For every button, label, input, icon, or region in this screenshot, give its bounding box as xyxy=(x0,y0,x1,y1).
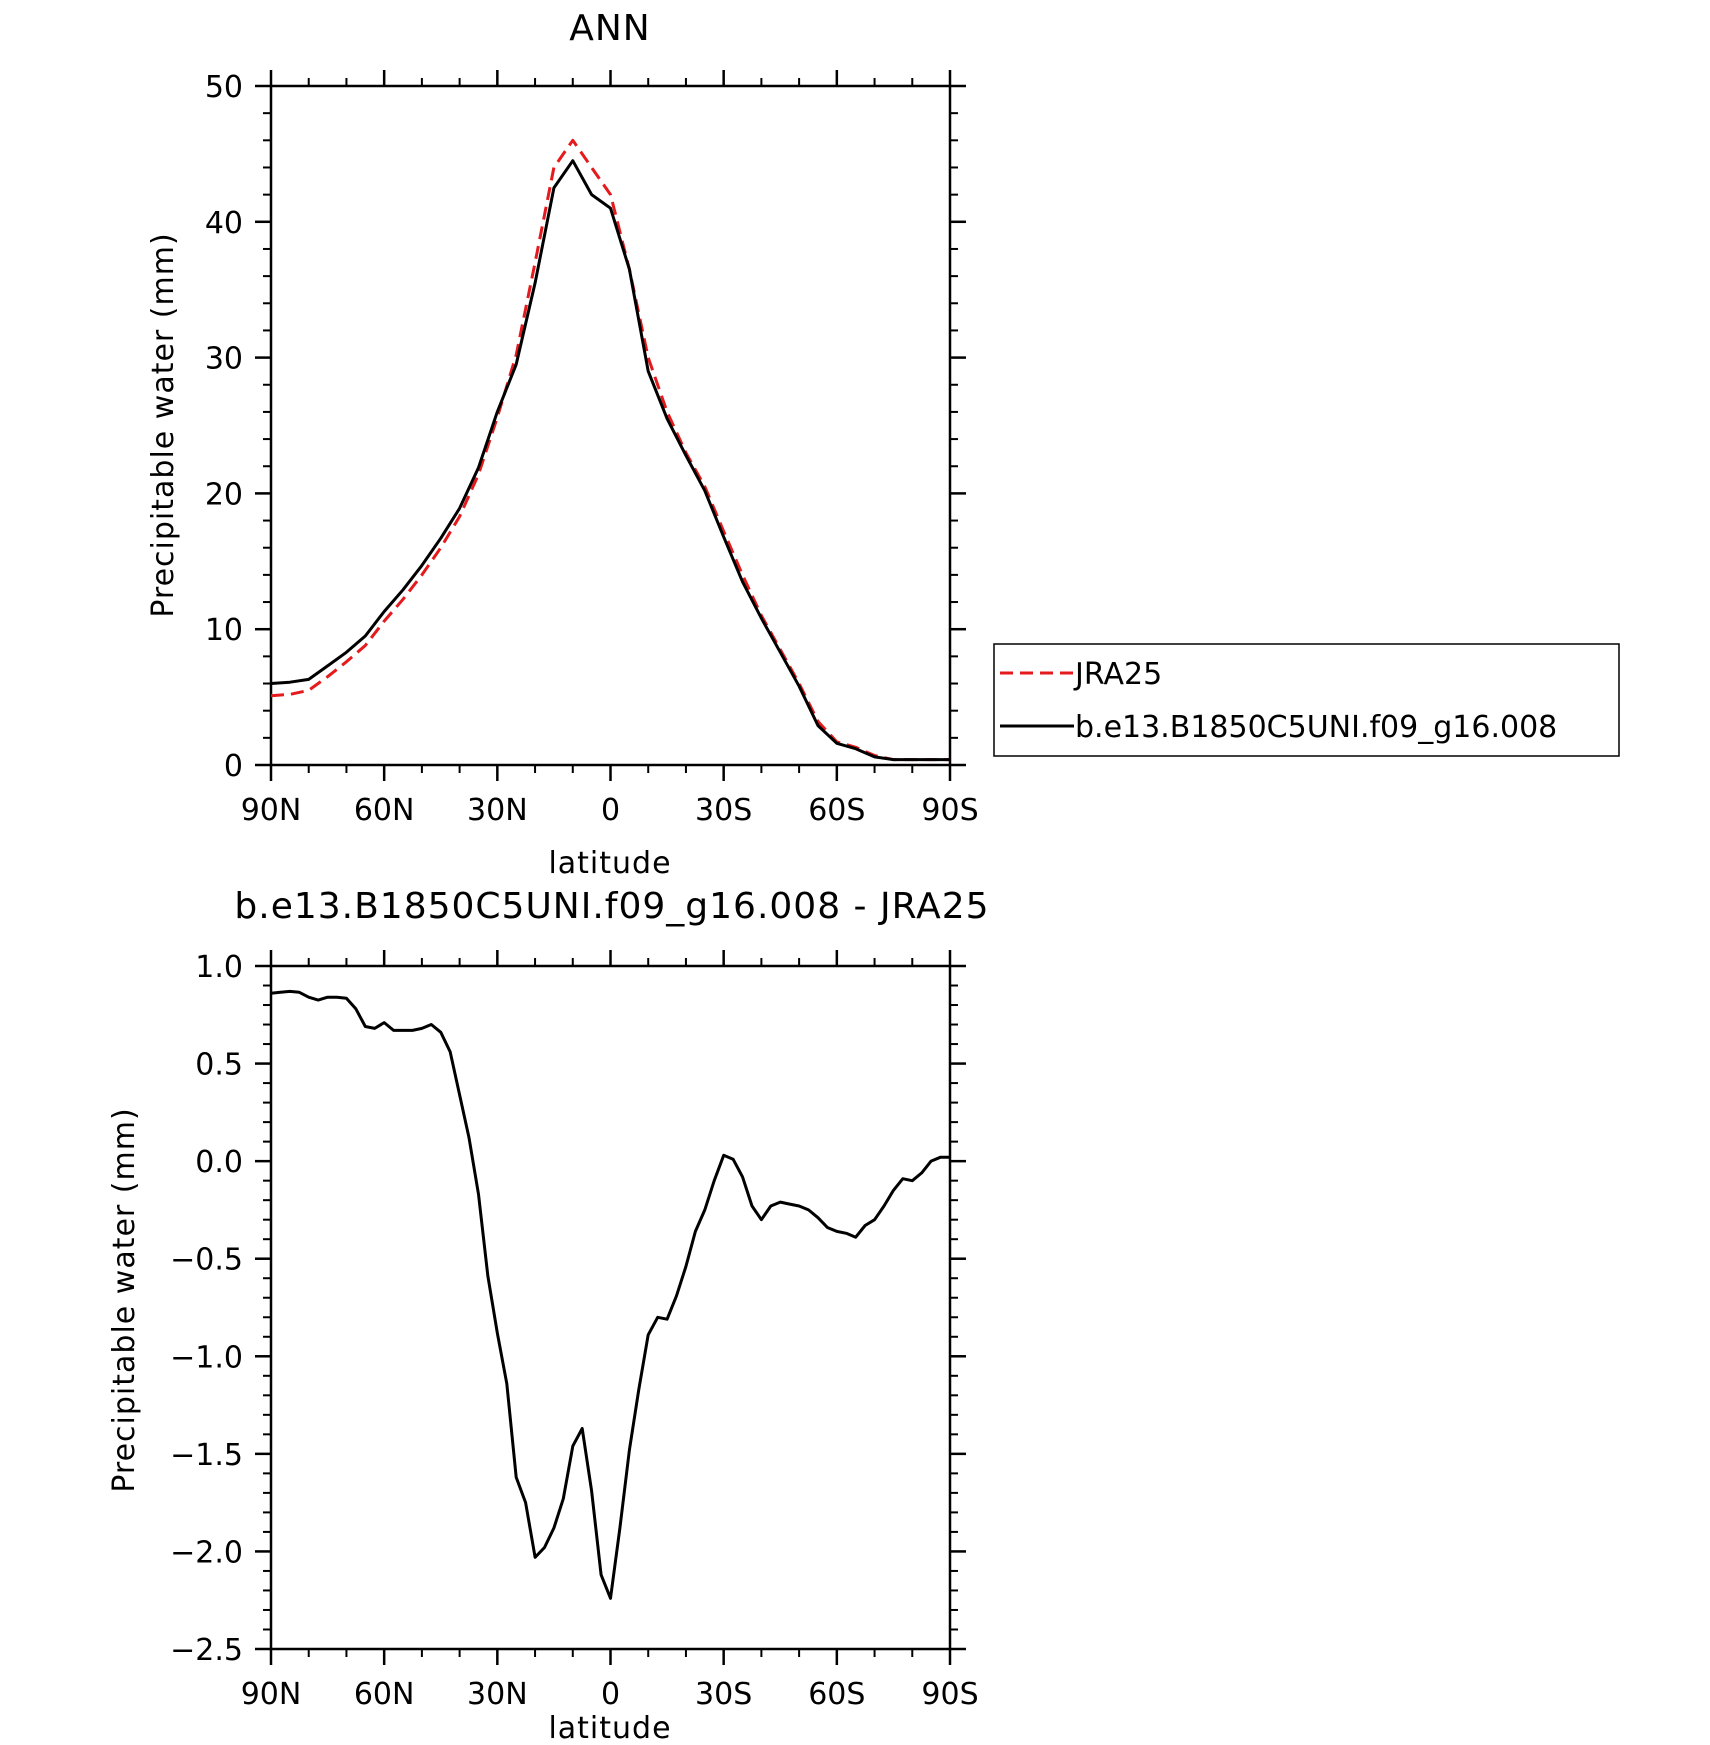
top-x-tick-label: 90S xyxy=(921,793,978,828)
bottom-y-tick-label: −0.5 xyxy=(170,1243,243,1278)
top-x-tick-label: 60S xyxy=(808,793,865,828)
legend-label-jra25: JRA25 xyxy=(1073,657,1162,692)
bottom-x-axis-label: latitude xyxy=(548,1711,671,1745)
bottom-panel: b.e13.B1850C5UNI.f09_g16.008 - JRA25 −2.… xyxy=(107,886,989,1745)
top-panel: ANN 0 10 20 30 40 50 90N 60N 30N 0 30S 60S 90S lati… xyxy=(146,8,1620,881)
top-series-line-b-e13-b1850c5uni-f09-g16-008 xyxy=(270,159,950,762)
bottom-x-tick-label: 90N xyxy=(241,1677,302,1712)
top-x-tick-label: 60N xyxy=(354,793,415,828)
bottom-y-tick-label: 0.0 xyxy=(195,1145,243,1180)
top-y-tick-label: 50 xyxy=(205,70,243,105)
bottom-x-tick-label: 30N xyxy=(467,1677,528,1712)
bottom-ticks xyxy=(255,950,966,1665)
bottom-y-tick-label: −2.0 xyxy=(170,1535,243,1570)
bottom-y-tick-label: −1.5 xyxy=(170,1438,243,1473)
bottom-y-tick-label: 0.5 xyxy=(195,1048,243,1083)
bottom-plot-frame xyxy=(269,964,952,1651)
top-series-lines xyxy=(270,138,950,762)
top-x-tick-label: 0 xyxy=(601,793,620,828)
top-y-tick-label: 40 xyxy=(205,206,243,241)
bottom-x-tick-label: 30S xyxy=(695,1677,752,1712)
top-y-tick-label: 30 xyxy=(205,342,243,377)
bottom-x-tick-label: 60S xyxy=(808,1677,865,1712)
bottom-series-lines xyxy=(270,989,950,1600)
top-ticks xyxy=(255,70,966,781)
top-x-tick-label: 30S xyxy=(695,793,752,828)
top-x-axis-label: latitude xyxy=(548,846,671,881)
top-y-axis-label: Precipitable water (mm) xyxy=(146,232,181,617)
bottom-y-tick-label: −2.5 xyxy=(170,1633,243,1668)
bottom-y-axis-label: Precipitable water (mm) xyxy=(107,1107,142,1492)
top-y-tick-label: 20 xyxy=(205,477,243,512)
bottom-y-tick-label: 1.0 xyxy=(195,950,243,985)
top-x-tick-label: 30N xyxy=(467,793,528,828)
top-x-tick-label: 90N xyxy=(241,793,302,828)
top-series-line-jra25 xyxy=(270,138,950,762)
legend: JRA25 b.e13.B1850C5UNI.f09_g16.008 xyxy=(993,643,1620,757)
top-y-tick-label: 10 xyxy=(205,613,243,648)
bottom-x-tick-labels: 90N 60N 30N 0 30S 60S 90S xyxy=(241,1677,979,1712)
bottom-y-tick-labels: −2.5 −2.0 −1.5 −1.0 −0.5 0.0 0.5 1.0 xyxy=(170,950,243,1668)
bottom-y-tick-label: −1.0 xyxy=(170,1340,243,1375)
top-x-tick-labels: 90N 60N 30N 0 30S 60S 90S xyxy=(241,793,979,828)
top-y-tick-labels: 0 10 20 30 40 50 xyxy=(205,70,243,784)
legend-label-model: b.e13.B1850C5UNI.f09_g16.008 xyxy=(1075,710,1557,745)
bottom-x-tick-label: 0 xyxy=(601,1677,620,1712)
top-plot-frame xyxy=(269,84,952,767)
top-chart-title: ANN xyxy=(569,8,651,49)
bottom-chart-title: b.e13.B1850C5UNI.f09_g16.008 - JRA25 xyxy=(234,886,989,927)
bottom-x-tick-label: 90S xyxy=(921,1677,978,1712)
bottom-x-tick-label: 60N xyxy=(354,1677,415,1712)
bottom-series-line-difference xyxy=(270,989,950,1600)
legend-box xyxy=(993,643,1620,757)
top-y-tick-label: 0 xyxy=(224,749,243,784)
